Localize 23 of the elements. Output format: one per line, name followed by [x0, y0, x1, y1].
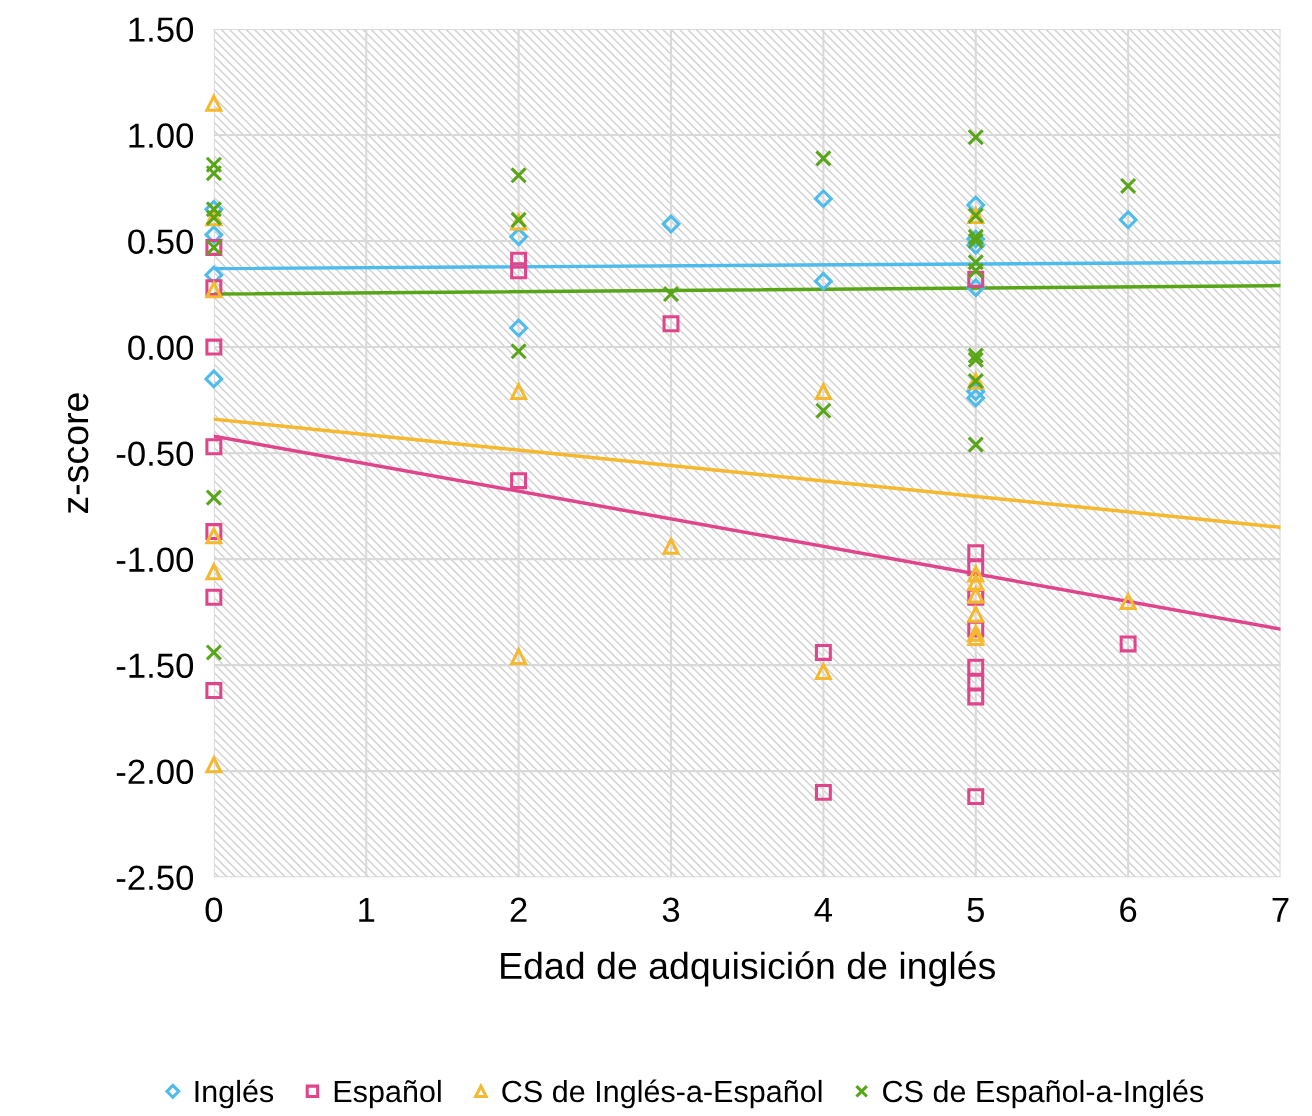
x-tick-label: 6: [1120, 897, 1137, 923]
x-tick-label: 0: [205, 897, 223, 923]
legend-label: Inglés: [195, 1079, 274, 1109]
legend-label: Español: [334, 1079, 441, 1109]
y-tick-label: -1.00: [116, 547, 194, 573]
x-tick-label: 2: [510, 897, 527, 922]
x-axis-title: Edad de adquisición de inglés: [501, 951, 995, 987]
y-tick-label: 0.50: [128, 229, 194, 254]
legend-label: CS de Español-a-Inglés: [883, 1079, 1204, 1109]
x-tick-label: 5: [967, 897, 984, 923]
y-tick-label: -0.50: [116, 441, 194, 467]
y-tick-label: 0.00: [128, 335, 194, 360]
y-tick-label: -1.50: [116, 653, 194, 679]
y-tick-label: 1.00: [129, 123, 194, 148]
x-tick-label: 4: [814, 897, 833, 922]
y-axis-title: z-score: [67, 393, 89, 514]
x-tick-label: 3: [662, 897, 680, 923]
x-tick-label: 7: [1272, 897, 1289, 922]
legend-label: CS de Inglés-a-Español: [502, 1079, 822, 1109]
y-tick-label: -2.50: [116, 865, 194, 891]
y-tick-label: 1.50: [129, 17, 194, 42]
y-tick-label: -2.00: [116, 759, 194, 785]
x-tick-label: 1: [359, 897, 375, 922]
